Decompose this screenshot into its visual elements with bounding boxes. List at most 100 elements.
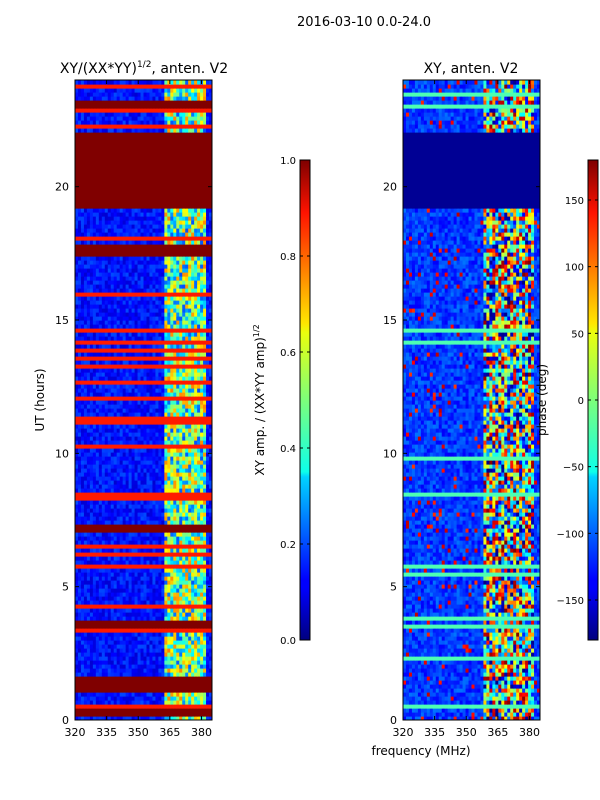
heatmap-cell [83, 484, 88, 489]
heatmap-cell [182, 444, 186, 449]
heatmap-cell [143, 436, 148, 441]
heatmap-cell [188, 392, 192, 397]
heatmap-cell [194, 496, 198, 501]
heatmap-cell [197, 384, 201, 389]
heatmap-cell [194, 508, 198, 513]
heatmap-cell [116, 492, 121, 497]
heatmap-cell [113, 380, 118, 385]
heatmap-cell [134, 368, 139, 373]
heatmap-cell [134, 584, 139, 589]
heatmap-cell [200, 348, 204, 353]
heatmap-cell [167, 588, 171, 593]
heatmap-cell [203, 584, 207, 589]
heatmap-cell [80, 536, 85, 541]
heatmap-cell [191, 460, 195, 465]
heatmap-cell [119, 404, 124, 409]
heatmap-cell [137, 444, 142, 449]
heatmap-cell [146, 316, 151, 321]
heatmap-cell [182, 620, 186, 625]
heatmap-cell [86, 552, 91, 557]
heatmap-cell [203, 556, 207, 561]
heatmap-cell [191, 464, 195, 469]
heatmap-cell [185, 468, 189, 473]
heatmap-cell [137, 504, 142, 509]
heatmap-cell [83, 532, 88, 537]
heatmap-cell [203, 692, 207, 697]
heatmap-cell [209, 296, 212, 301]
heatmap-cell [206, 308, 210, 313]
heatmap-cell [134, 616, 139, 621]
heatmap-cell [152, 676, 157, 681]
heatmap-cell [128, 476, 133, 481]
heatmap-cell [92, 388, 97, 393]
heatmap-cell [206, 536, 210, 541]
heatmap-cell [86, 288, 91, 293]
heatmap-cell [185, 328, 189, 333]
heatmap-cell [75, 560, 79, 565]
heatmap-cell [122, 712, 127, 717]
heatmap-cell [146, 696, 151, 701]
heatmap-cell [194, 564, 198, 569]
heatmap-cell [209, 664, 212, 669]
heatmap-cell [185, 508, 189, 513]
heatmap-cell [131, 664, 136, 669]
heatmap-cell [197, 700, 201, 705]
heatmap-cell [188, 712, 192, 717]
heatmap-cell [155, 688, 159, 693]
heatmap-cell [161, 636, 165, 641]
heatmap-cell [116, 316, 121, 321]
heatmap-cell [119, 356, 124, 361]
heatmap-cell [113, 404, 118, 409]
heatmap-cell [176, 304, 180, 309]
heatmap-cell [104, 712, 109, 717]
heatmap-cell [194, 676, 198, 681]
heatmap-cell [104, 316, 109, 321]
heatmap-cell [131, 692, 136, 697]
heatmap-cell [182, 508, 186, 513]
heatmap-cell [167, 604, 171, 609]
heatmap-cell [110, 300, 115, 305]
heatmap-cell [137, 340, 142, 345]
heatmap-cell [170, 392, 174, 397]
heatmap-cell [161, 468, 165, 473]
heatmap-cell [167, 356, 171, 361]
heatmap-cell [125, 560, 130, 565]
heatmap-cell [140, 384, 145, 389]
heatmap-cell [191, 380, 195, 385]
heatmap-cell [122, 388, 127, 393]
heatmap-cell [110, 536, 115, 541]
heatmap-cell [170, 336, 174, 341]
heatmap-cell [170, 584, 174, 589]
heatmap-cell [188, 664, 192, 669]
heatmap-cell [170, 396, 174, 401]
heatmap-cell [146, 300, 151, 305]
heatmap-cell [75, 508, 79, 513]
heatmap-cell [182, 300, 186, 305]
heatmap-cell [110, 304, 115, 309]
heatmap-cell [152, 584, 157, 589]
heatmap-cell [155, 592, 159, 597]
heatmap-cell [77, 660, 82, 665]
heatmap-cell [179, 332, 183, 337]
heatmap-cell [89, 700, 94, 705]
heatmap-cell [155, 408, 159, 413]
left-panel-title: XY/(XX*YY)1/2, anten. V2 [60, 60, 228, 77]
heatmap-cell [125, 676, 130, 681]
heatmap-cell [191, 684, 195, 689]
heatmap-cell [191, 608, 195, 613]
heatmap-cell [104, 632, 109, 637]
heatmap-cell [149, 600, 154, 605]
heatmap-cell [158, 372, 162, 377]
heatmap-cell [206, 640, 210, 645]
heatmap-cell [77, 340, 82, 345]
heatmap-cell [191, 352, 195, 357]
heatmap-cell [161, 540, 165, 545]
heatmap-cell [161, 452, 165, 457]
heatmap-cell [92, 348, 97, 353]
heatmap-cell [179, 584, 183, 589]
heatmap-cell [206, 648, 210, 653]
heatmap-cell [209, 700, 212, 705]
heatmap-cell [83, 368, 88, 373]
heatmap-cell [176, 632, 180, 637]
heatmap-cell [203, 356, 207, 361]
